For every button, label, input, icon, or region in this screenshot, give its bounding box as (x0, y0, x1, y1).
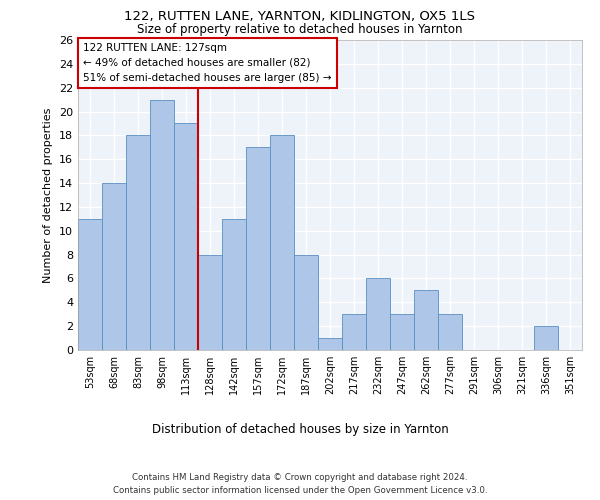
Bar (390, 314, 414, 350)
Text: 122 RUTTEN LANE: 127sqm
← 49% of detached houses are smaller (82)
51% of semi-de: 122 RUTTEN LANE: 127sqm ← 49% of detache… (83, 43, 332, 82)
Bar (174, 124, 198, 350)
Bar (366, 278, 390, 350)
Bar (198, 254, 222, 350)
Bar (246, 148, 270, 350)
Text: Contains public sector information licensed under the Open Government Licence v3: Contains public sector information licen… (113, 486, 487, 495)
Bar (222, 219, 246, 350)
Text: Contains HM Land Registry data © Crown copyright and database right 2024.: Contains HM Land Registry data © Crown c… (132, 472, 468, 482)
Bar (294, 254, 318, 350)
Bar (102, 183, 126, 350)
Text: 122, RUTTEN LANE, YARNTON, KIDLINGTON, OX5 1LS: 122, RUTTEN LANE, YARNTON, KIDLINGTON, O… (125, 10, 476, 23)
Text: Distribution of detached houses by size in Yarnton: Distribution of detached houses by size … (152, 422, 448, 436)
Bar (150, 100, 174, 350)
Bar (270, 136, 294, 350)
Bar (438, 314, 462, 350)
Bar (78, 219, 102, 350)
Bar (414, 290, 438, 350)
Bar (318, 338, 342, 350)
Y-axis label: Number of detached properties: Number of detached properties (43, 108, 53, 282)
Bar (534, 326, 558, 350)
Text: Size of property relative to detached houses in Yarnton: Size of property relative to detached ho… (137, 22, 463, 36)
Bar (342, 314, 366, 350)
Bar (126, 136, 150, 350)
